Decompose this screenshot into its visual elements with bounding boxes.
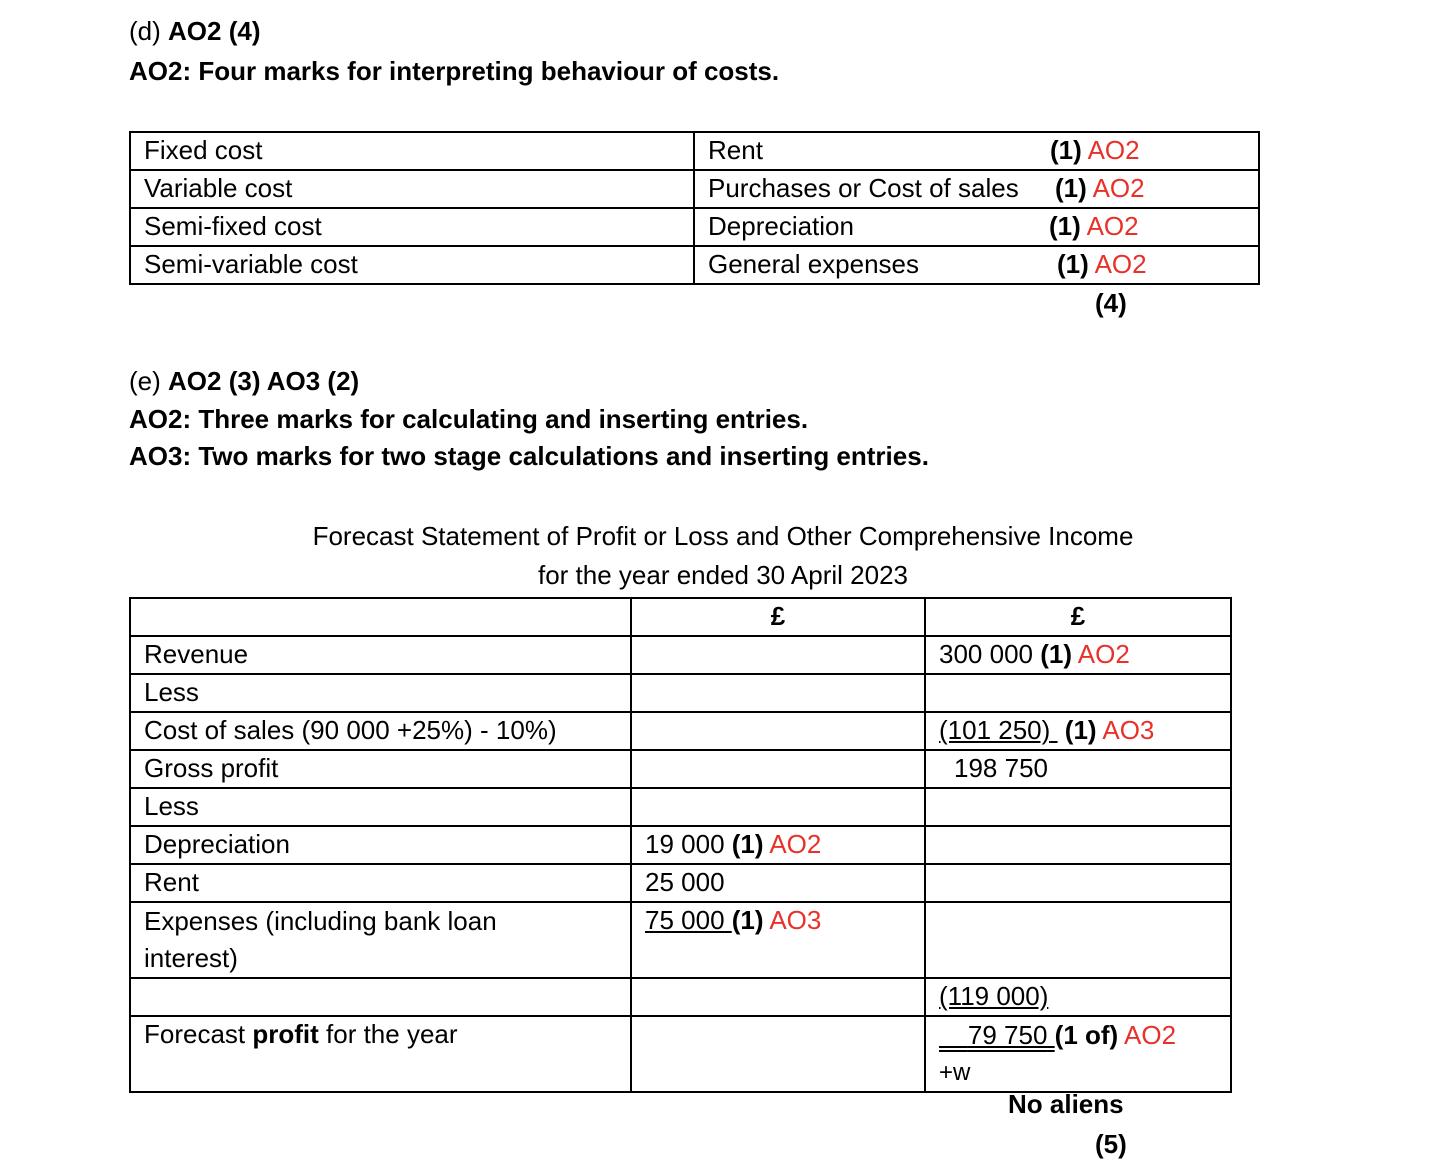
section-marks: AO2 (3) AO3 (2) bbox=[168, 366, 360, 396]
footer-note: No aliens bbox=[1008, 1089, 1124, 1119]
amount-cell: 300 000 (1) AO2 bbox=[924, 635, 1232, 675]
row-label: Less bbox=[129, 673, 632, 713]
table-row: Rent 25 000 bbox=[129, 863, 1232, 903]
row-label: Gross profit bbox=[129, 749, 632, 789]
section-d-total: (4) bbox=[1095, 288, 1127, 318]
row-label: Forecast profit for the year bbox=[129, 1015, 632, 1093]
table-row: (119 000) bbox=[129, 977, 1232, 1017]
row-label: Less bbox=[129, 787, 632, 827]
table-row: Fixed cost Rent (1) AO2 bbox=[129, 131, 1260, 171]
row-label: Rent bbox=[129, 863, 632, 903]
column-header-pounds: £ bbox=[630, 597, 926, 637]
row-label: Expenses (including bank loan interest) bbox=[129, 901, 632, 979]
table-row: Expenses (including bank loan interest) 75… bbox=[129, 901, 1232, 979]
header-row: £ £ bbox=[129, 597, 1232, 637]
row-label: Depreciation bbox=[129, 825, 632, 865]
row-label: Cost of sales (90 000 +25%) - 10%) bbox=[129, 711, 632, 751]
amount-cell: (101 250) (1) AO3 bbox=[924, 711, 1232, 751]
section-e-heading: (e) AO2 (3) AO3 (2) bbox=[129, 366, 359, 397]
cost-behaviour-table: Fixed cost Rent (1) AO2 Variable cost Pur… bbox=[129, 131, 1260, 285]
section-e-instruction-ao3: AO3: Two marks for two stage calculation… bbox=[129, 441, 929, 471]
amount-cell: 198 750 bbox=[924, 749, 1232, 789]
table-row: Cost of sales (90 000 +25%) - 10%) (101 2… bbox=[129, 711, 1232, 751]
amount-cell: 19 000 (1) AO2 bbox=[630, 825, 926, 865]
section-e-total: (5) bbox=[1095, 1129, 1127, 1159]
table-row: Semi-fixed cost Depreciation (1) AO2 bbox=[129, 207, 1260, 247]
table-row: Gross profit 198 750 bbox=[129, 749, 1232, 789]
table-row: Less bbox=[129, 787, 1232, 827]
amount-cell: 75 000 (1) AO3 bbox=[630, 901, 926, 979]
section-e-instruction-ao2: AO2: Three marks for calculating and ins… bbox=[129, 404, 809, 434]
table-row: Semi-variable cost General expenses (1) A… bbox=[129, 245, 1260, 285]
amount-cell: (119 000) bbox=[924, 977, 1232, 1017]
table-row: Revenue 300 000 (1) AO2 bbox=[129, 635, 1232, 675]
table-row: Variable cost Purchases or Cost of sales… bbox=[129, 169, 1260, 209]
note: +w bbox=[939, 1059, 971, 1086]
cost-type: Semi-variable cost bbox=[129, 245, 695, 285]
table-row: Forecast profit for the year 79 750 (1 o… bbox=[129, 1015, 1232, 1093]
cost-type: Fixed cost bbox=[129, 131, 695, 171]
cost-type: Semi-fixed cost bbox=[129, 207, 695, 247]
section-prefix: (e) bbox=[129, 366, 161, 396]
section-prefix: (d) bbox=[129, 16, 161, 46]
profit-loss-statement-table: £ £ Revenue 300 000 (1) AO2 Less Cost of s… bbox=[129, 597, 1232, 1093]
section-marks: AO2 (4) bbox=[168, 16, 261, 46]
amount-cell: 25 000 bbox=[630, 863, 926, 903]
table-row: Depreciation 19 000 (1) AO2 bbox=[129, 825, 1232, 865]
cost-example: Depreciation (1) AO2 bbox=[693, 207, 1260, 247]
cost-example: Rent (1) AO2 bbox=[693, 131, 1260, 171]
table-row: Less bbox=[129, 673, 1232, 713]
column-header-pounds: £ bbox=[924, 597, 1232, 637]
cost-example: Purchases or Cost of sales (1) AO2 bbox=[693, 169, 1260, 209]
statement-subtitle: for the year ended 30 April 2023 bbox=[537, 560, 909, 590]
statement-title: Forecast Statement of Profit or Loss and… bbox=[312, 521, 1134, 551]
cost-example: General expenses (1) AO2 bbox=[693, 245, 1260, 285]
section-d-instruction: AO2: Four marks for interpreting behavio… bbox=[129, 56, 780, 86]
cost-type: Variable cost bbox=[129, 169, 695, 209]
row-label: Revenue bbox=[129, 635, 632, 675]
section-d-heading: (d) AO2 (4) bbox=[129, 16, 260, 47]
amount-cell: 79 750 (1 of) AO2 +w bbox=[924, 1015, 1232, 1093]
